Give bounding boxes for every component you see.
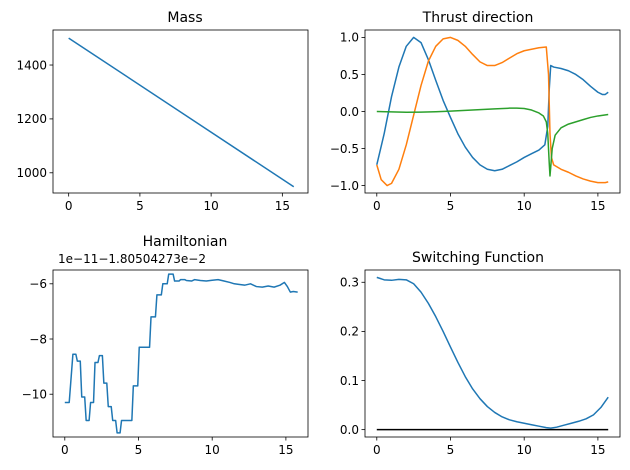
mass-title: Mass xyxy=(167,10,202,26)
hamiltonian-xtick-label: 10 xyxy=(205,443,220,457)
thrust-xtick-label: 0 xyxy=(373,199,381,213)
mass-ytick-label: 1200 xyxy=(16,112,47,126)
switching-function-title: Switching Function xyxy=(412,250,544,266)
thrust-xtick-label: 5 xyxy=(447,199,455,213)
hamiltonian-ytick-label: −6 xyxy=(29,277,47,291)
mass-xtick-label: 5 xyxy=(136,199,144,213)
switching-xtick-label: 5 xyxy=(447,443,455,457)
thrust-axes-frame xyxy=(364,29,621,194)
mass-series-mass xyxy=(68,37,295,188)
switching-ticks: 0 5 10 15 0.0 0.1 0.2 0.3 xyxy=(340,276,606,457)
thrust-ytick-label: −0.5 xyxy=(330,142,359,156)
mass-xtick-label: 15 xyxy=(275,199,290,213)
mass-ytick-label: 1000 xyxy=(16,166,47,180)
switching-xtick-label: 10 xyxy=(517,443,532,457)
hamiltonian-xtick-label: 5 xyxy=(135,443,143,457)
switching-ytick-label: 0.3 xyxy=(340,276,359,290)
mass-ytick-label: 1400 xyxy=(16,58,47,72)
thrust-xtick-label: 10 xyxy=(517,199,532,213)
thrust-ticks: 0 5 10 15 −1.0 −0.5 0.0 0.5 1.0 xyxy=(330,31,606,213)
switching-axes-frame xyxy=(364,269,621,438)
mass-xtick-label: 0 xyxy=(65,199,73,213)
thrust-direction-title: Thrust direction xyxy=(422,10,534,26)
thrust-xtick-label: 15 xyxy=(590,199,605,213)
mass-ticks: 0 5 10 15 1000 1200 1400 xyxy=(16,58,290,213)
hamiltonian-ytick-label: −10 xyxy=(22,388,47,402)
thrust-ytick-label: −1.0 xyxy=(330,179,359,193)
hamiltonian-title: Hamiltonian xyxy=(143,234,228,250)
thrust-ytick-label: 0.0 xyxy=(340,105,359,119)
mass-xtick-label: 10 xyxy=(203,199,218,213)
thrust-series-component-2 xyxy=(376,36,609,187)
hamiltonian-series-hamiltonian xyxy=(64,273,298,434)
hamiltonian-series-layer xyxy=(64,273,298,434)
mass-subplot: Mass 0 5 10 15 1000 1200 1400 xyxy=(16,10,309,213)
switching-xtick-label: 15 xyxy=(590,443,605,457)
switching-series-switching-function xyxy=(376,276,609,429)
switching-ytick-label: 0.1 xyxy=(340,374,359,388)
mass-series-layer xyxy=(68,37,295,188)
mass-axes-frame xyxy=(52,29,309,194)
switching-ytick-label: 0.0 xyxy=(340,423,359,437)
thrust-ytick-label: 1.0 xyxy=(340,31,359,45)
switching-series-layer xyxy=(376,276,609,431)
thrust-ytick-label: 0.5 xyxy=(340,68,359,82)
switching-ytick-label: 0.2 xyxy=(340,325,359,339)
hamiltonian-axes-frame xyxy=(52,269,309,438)
hamiltonian-ticks: 0 5 10 15 −10 −8 −6 xyxy=(22,277,294,457)
hamiltonian-offset-text: 1e−11−1.80504273e−2 xyxy=(58,252,206,266)
hamiltonian-subplot: Hamiltonian 1e−11−1.80504273e−2 0 5 10 15 −1… xyxy=(22,234,309,457)
thrust-series-component-3 xyxy=(376,107,609,177)
thrust-direction-subplot: Thrust direction 0 5 10 15 −1.0 −0.5 0.0 0.5 1.0 xyxy=(330,10,621,213)
hamiltonian-xtick-label: 15 xyxy=(278,443,293,457)
switching-function-subplot: Switching Function 0 5 10 15 0.0 0.1 0.2 0.3 xyxy=(340,250,621,457)
hamiltonian-ytick-label: −8 xyxy=(29,332,47,346)
thrust-series-component-1 xyxy=(376,36,609,172)
switching-xtick-label: 0 xyxy=(373,443,381,457)
thrust-series-layer xyxy=(376,36,609,187)
hamiltonian-xtick-label: 0 xyxy=(61,443,69,457)
